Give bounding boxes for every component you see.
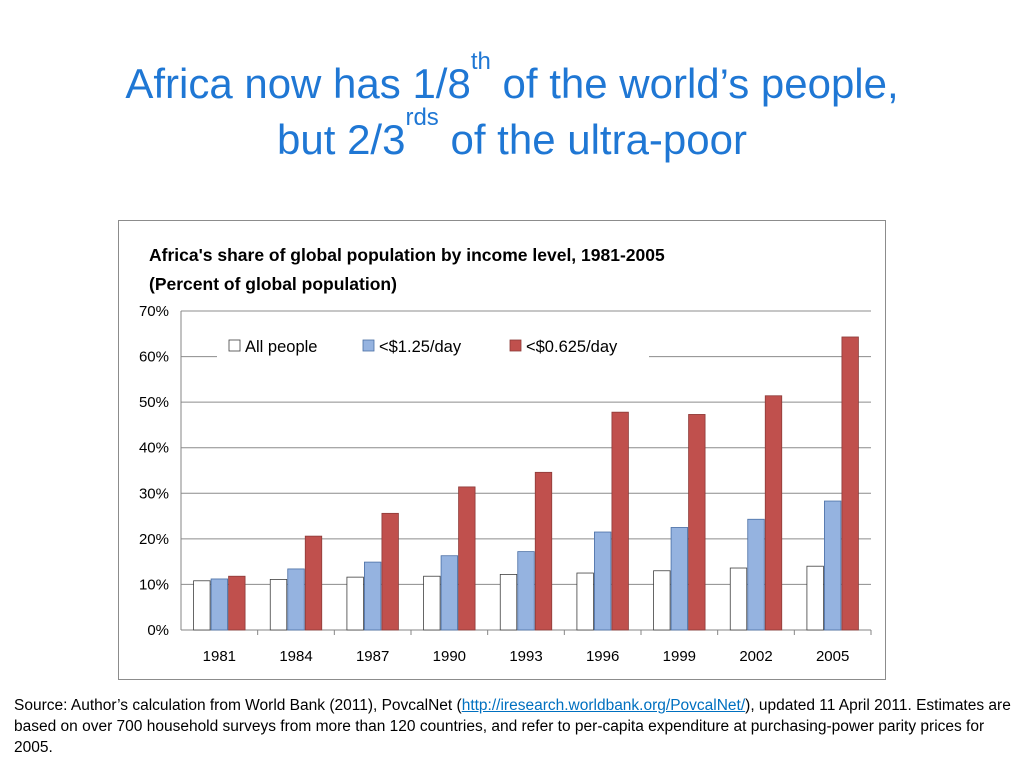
chart-frame: Africa's share of global population by i… [118,220,886,680]
x-tick-label: 1984 [279,648,312,665]
title-text-1: Africa now has 1/8 [125,60,471,107]
bar-all-people [193,580,211,631]
bar-under-1-25 [364,561,382,631]
bar-under-1-25 [287,568,305,631]
title-text-4: of the ultra-poor [438,116,747,163]
legend-label: All people [245,338,317,356]
bar-all-people [269,579,288,631]
y-tick-label: 50% [139,394,169,411]
y-tick-label: 0% [147,622,169,639]
x-tick-label: 1990 [433,648,466,665]
y-tick-label: 30% [139,485,169,502]
bar-all-people [653,570,671,631]
chart-subtitle: (Percent of global population) [149,274,397,294]
povcalnet-link[interactable]: http://iresearch.worldbank.org/PovcalNet… [461,697,746,714]
slide-title: Africa now has 1/8th of the world’s peop… [0,50,1024,168]
source-prefix: Source: Author’s calculation from World … [14,697,462,714]
legend-swatch [228,339,241,352]
source-suffix: ), updated 11 April 2011. Estimates are … [14,697,1011,756]
x-tick-label: 2002 [739,648,772,665]
legend-label: <$1.25/day [379,338,462,356]
x-tick-label: 1993 [509,648,542,665]
source-note: Source: Author’s calculation from World … [14,695,1014,758]
bar-under-1-25 [747,518,765,631]
x-tick-label: 1999 [663,648,696,665]
bar-under-0-625 [764,395,783,631]
bar-under-0-625 [534,471,553,631]
bar-all-people [499,574,518,631]
bar-under-0-625 [228,575,246,631]
title-text-3: but 2/3 [277,116,406,163]
bar-under-1-25 [440,555,458,631]
legend-background [217,333,649,359]
bar-under-1-25 [210,578,228,631]
title-superscript-1: th [470,48,491,75]
y-tick-label: 40% [139,440,169,457]
chart-title: Africa's share of global population by i… [149,245,665,265]
chart-svg: Africa's share of global population by i… [139,245,872,665]
bar-all-people [423,575,441,631]
legend-swatch [509,339,522,352]
bar-under-0-625 [458,486,476,631]
bar-all-people [576,572,594,631]
title-text-2: of the world’s people, [490,60,899,107]
bar-under-0-625 [304,535,323,631]
x-tick-label: 2005 [816,648,849,665]
bar-all-people [806,565,824,631]
y-tick-label: 20% [139,531,169,548]
bar-under-0-625 [841,336,859,631]
bar-all-people [346,576,364,631]
x-tick-label: 1981 [203,648,236,665]
title-line-1: Africa now has 1/8th of the world’s peop… [0,50,1024,112]
bar-under-0-625 [381,512,399,631]
title-line-2: but 2/3rds of the ultra-poor [0,106,1024,168]
legend-label: <$0.625/day [526,338,618,356]
title-superscript-2: rds [405,104,439,131]
y-tick-label: 60% [139,349,169,366]
y-tick-label: 10% [139,576,169,593]
bar-under-1-25 [594,531,612,631]
x-tick-label: 1987 [356,648,389,665]
bar-all-people [729,567,748,631]
y-tick-label: 70% [139,303,169,320]
bar-under-0-625 [688,414,706,631]
x-tick-label: 1996 [586,648,619,665]
bar-under-0-625 [611,411,629,631]
bar-under-1-25 [517,551,535,631]
bar-under-1-25 [824,500,842,631]
legend-swatch [362,339,375,352]
bar-under-1-25 [670,527,688,631]
